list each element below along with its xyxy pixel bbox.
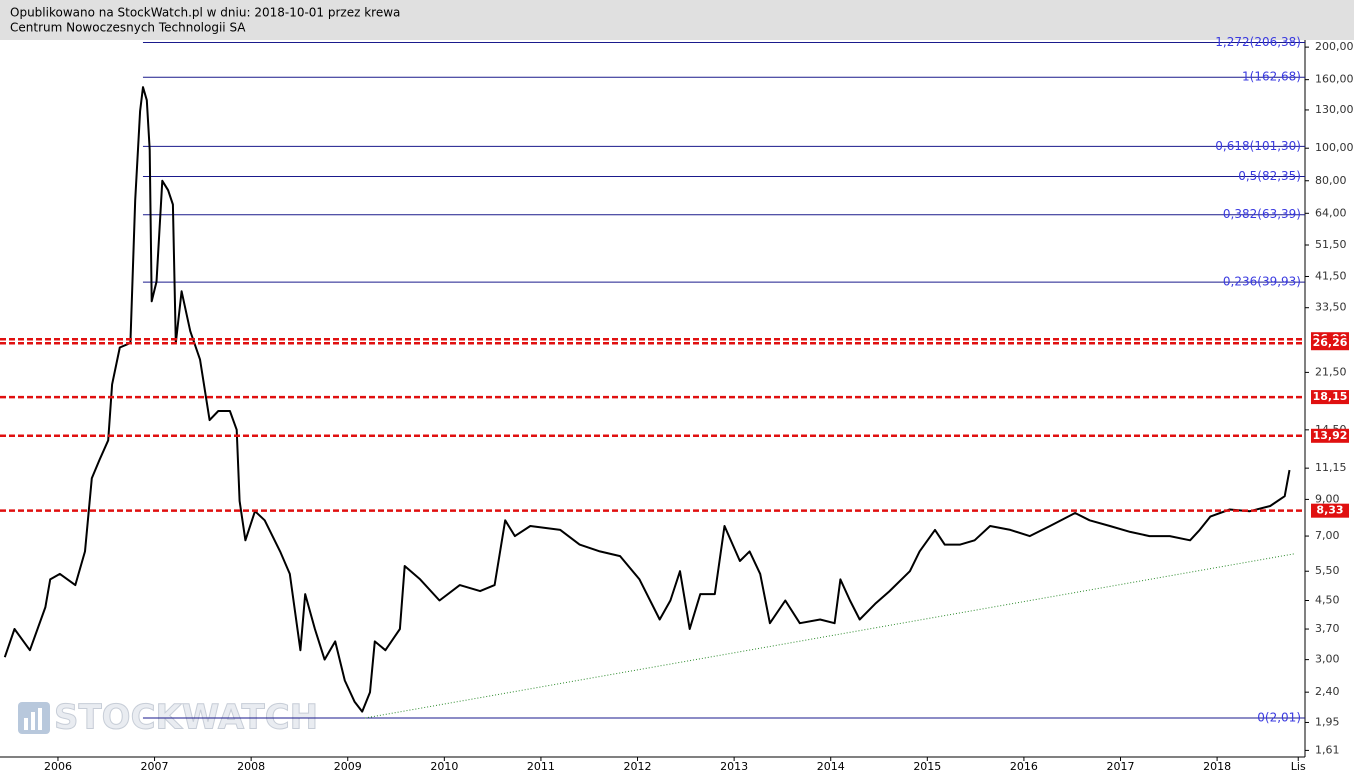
watermark: STOCKWATCH — [18, 697, 319, 738]
y-tick-label: 5,50 — [1315, 564, 1340, 577]
x-tick-label: 2006 — [44, 760, 72, 773]
support-label-box — [1311, 428, 1349, 443]
x-tick-label: 2014 — [817, 760, 845, 773]
x-tick-label: 2013 — [720, 760, 748, 773]
fib-label: 0,382(63,39) — [1223, 207, 1301, 221]
x-tick-label: 2016 — [1010, 760, 1038, 773]
x-tick-label: 2007 — [141, 760, 169, 773]
y-tick-label: 21,50 — [1315, 365, 1347, 378]
support-label: 18,15 — [1313, 390, 1348, 403]
fib-label: 1(162,68) — [1242, 70, 1301, 84]
fib-label: 0,236(39,93) — [1223, 275, 1301, 289]
chart-subtitle: Centrum Nowoczesnych Technologii SA — [10, 21, 246, 35]
x-tick-label: 2015 — [913, 760, 941, 773]
x-tick-label: Lis — [1291, 760, 1306, 773]
trendline — [365, 553, 1295, 719]
fib-label: 1,272(206,38) — [1215, 35, 1301, 49]
y-tick-label: 130,00 — [1315, 103, 1354, 116]
support-label: 13,92 — [1313, 429, 1348, 442]
y-tick-label: 3,00 — [1315, 653, 1340, 666]
watermark-icon-bar — [24, 718, 28, 730]
y-tick-label: 4,50 — [1315, 593, 1340, 606]
y-tick-label: 41,50 — [1315, 269, 1347, 282]
chart-title: Opublikowano na StockWatch.pl w dniu: 20… — [10, 6, 400, 20]
header-band — [0, 0, 1354, 40]
y-tick-label: 64,00 — [1315, 206, 1347, 219]
y-tick-label: 11,15 — [1315, 461, 1347, 474]
support-label-box — [1311, 390, 1349, 405]
y-tick-label: 100,00 — [1315, 141, 1354, 154]
y-tick-label: 51,50 — [1315, 238, 1347, 251]
support-label-box — [1311, 336, 1349, 351]
y-tick-label: 160,00 — [1315, 73, 1354, 86]
y-tick-label: 3,70 — [1315, 622, 1340, 635]
support-label: 8,33 — [1316, 504, 1343, 517]
watermark-icon-bar — [31, 712, 35, 730]
x-tick-label: 2012 — [624, 760, 652, 773]
fib-label: 0,5(82,35) — [1238, 169, 1301, 183]
y-tick-label: 200,00 — [1315, 40, 1354, 53]
x-tick-label: 2011 — [527, 760, 555, 773]
price-line — [3, 86, 1291, 713]
fib-label: 0(2,01) — [1257, 711, 1301, 725]
y-tick-label: 1,61 — [1315, 743, 1340, 756]
support-label-box — [1311, 503, 1349, 518]
watermark-icon-bar — [38, 708, 42, 730]
y-tick-label: 1,95 — [1315, 715, 1340, 728]
fib-label: 0,618(101,30) — [1215, 139, 1301, 153]
y-tick-label: 9,00 — [1315, 492, 1340, 505]
support-label: 26,26 — [1313, 336, 1348, 349]
x-tick-label: 2009 — [334, 760, 362, 773]
x-tick-label: 2017 — [1107, 760, 1135, 773]
y-tick-label: 7,00 — [1315, 529, 1340, 542]
x-tick-label: 2018 — [1203, 760, 1231, 773]
watermark-text: STOCKWATCH — [54, 698, 318, 738]
y-tick-label: 2,40 — [1315, 685, 1340, 698]
x-tick-label: 2010 — [430, 760, 458, 773]
y-tick-label: 33,50 — [1315, 301, 1347, 314]
x-tick-label: 2008 — [237, 760, 265, 773]
y-tick-label: 80,00 — [1315, 174, 1347, 187]
